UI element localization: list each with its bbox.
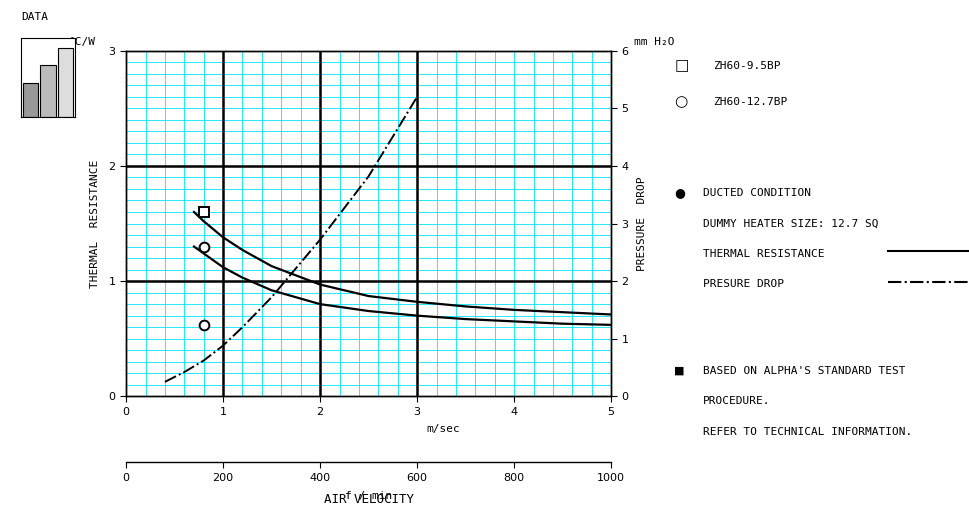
Y-axis label: THERMAL  RESISTANCE: THERMAL RESISTANCE: [90, 160, 100, 288]
Y-axis label: PRESSURE  DROP: PRESSURE DROP: [637, 176, 646, 271]
Text: ●: ●: [673, 186, 684, 200]
Text: PRESURE DROP: PRESURE DROP: [703, 279, 784, 290]
Text: ■: ■: [673, 366, 684, 376]
Bar: [58, 48, 74, 117]
Bar: [41, 66, 55, 117]
Text: ZH60-9.5BP: ZH60-9.5BP: [712, 61, 780, 71]
Text: mm H₂O: mm H₂O: [633, 38, 673, 47]
Text: °C/W: °C/W: [68, 38, 95, 47]
Text: □: □: [673, 58, 688, 74]
Text: PROCEDURE.: PROCEDURE.: [703, 396, 770, 406]
X-axis label: f / min: f / min: [345, 491, 391, 501]
Text: ○: ○: [673, 94, 687, 109]
Text: m/sec: m/sec: [426, 424, 460, 434]
Text: REFER TO TECHNICAL INFORMATION.: REFER TO TECHNICAL INFORMATION.: [703, 427, 912, 437]
Text: AIR VELOCITY: AIR VELOCITY: [324, 493, 413, 506]
Text: DUCTED CONDITION: DUCTED CONDITION: [703, 188, 810, 198]
Text: ZH60-12.7BP: ZH60-12.7BP: [712, 97, 787, 107]
Text: DATA: DATA: [21, 12, 48, 22]
Text: DUMMY HEATER SIZE: 12.7 SQ: DUMMY HEATER SIZE: 12.7 SQ: [703, 218, 878, 229]
Text: BASED ON ALPHA'S STANDARD TEST: BASED ON ALPHA'S STANDARD TEST: [703, 366, 905, 376]
Bar: [22, 83, 38, 117]
Text: THERMAL RESISTANCE: THERMAL RESISTANCE: [703, 249, 824, 259]
